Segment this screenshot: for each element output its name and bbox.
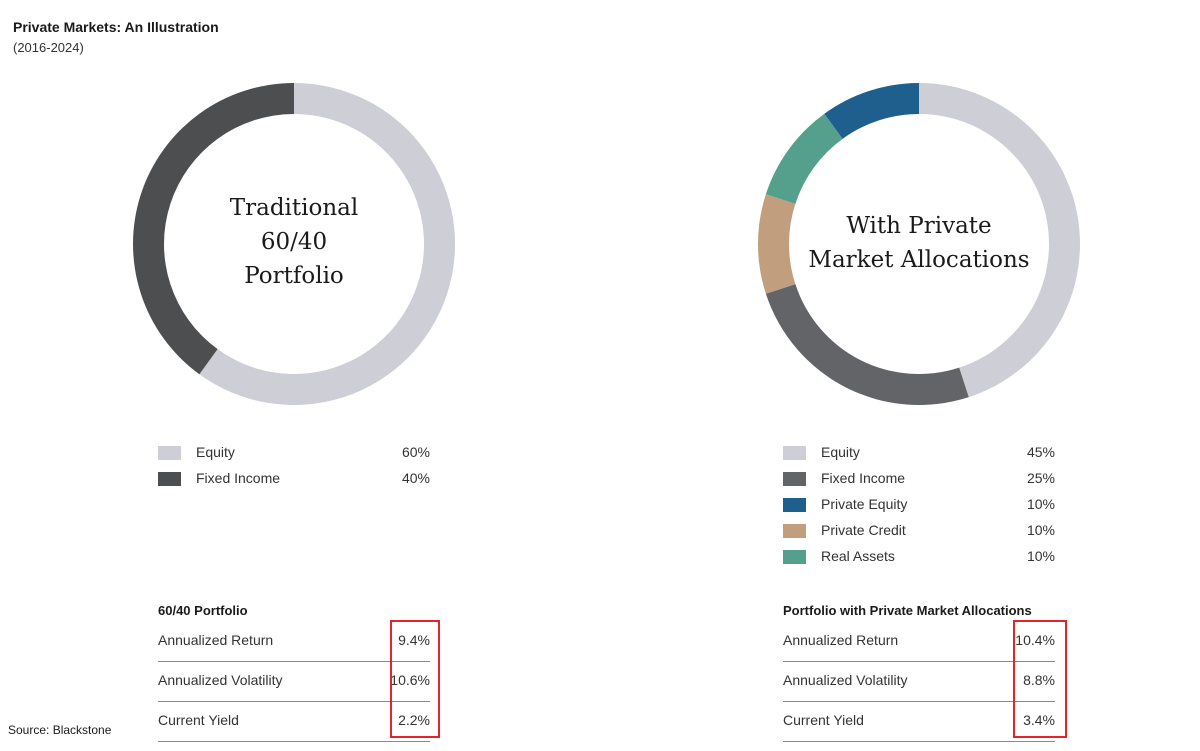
donut-slice-fixed-income xyxy=(765,284,969,405)
center-label-line: With Private xyxy=(846,213,992,239)
legend-value: 10% xyxy=(1026,522,1055,538)
stats-label: Current Yield xyxy=(783,712,864,728)
stats-label: Annualized Return xyxy=(783,632,899,648)
highlight-box xyxy=(1013,620,1067,738)
stats-value: 8.8% xyxy=(1023,672,1055,688)
legend-label: Equity xyxy=(821,444,860,460)
page-title: Private Markets: An Illustration xyxy=(13,19,219,35)
stats-table-private-markets: Portfolio with Private Market Allocation… xyxy=(783,600,1055,742)
donut-slice-equity xyxy=(199,83,455,405)
stats-value: 10.4% xyxy=(1015,632,1055,648)
stats-row: Annualized Return 10.4% xyxy=(783,622,1055,662)
legend-value: 25% xyxy=(1026,470,1055,486)
legend-value: 10% xyxy=(1026,496,1055,512)
stats-value: 2.2% xyxy=(398,712,430,728)
legend-item: Equity 45% xyxy=(783,444,1055,470)
donut-center-label-private-markets: With Private Market Allocations xyxy=(788,209,1050,277)
legend-item: Private Equity 10% xyxy=(783,496,1055,522)
legend-item: Fixed Income 25% xyxy=(783,470,1055,496)
stats-value: 9.4% xyxy=(398,632,430,648)
legend-label: Private Credit xyxy=(821,522,906,538)
stats-table-traditional: 60/40 Portfolio Annualized Return 9.4% A… xyxy=(158,600,430,742)
center-label-line: Market Allocations xyxy=(808,247,1030,273)
legend-label: Real Assets xyxy=(821,548,895,564)
legend-private-markets: Equity 45% Fixed Income 25% Private Equi… xyxy=(783,444,1055,574)
legend-value: 45% xyxy=(1026,444,1055,460)
center-label-line: 60/40 xyxy=(260,229,328,255)
donut-slice-real-assets xyxy=(765,113,843,204)
stats-label: Annualized Return xyxy=(158,632,274,648)
donut-chart-traditional xyxy=(133,83,455,405)
legend-swatch xyxy=(783,498,806,512)
legend-item: Private Credit 10% xyxy=(783,522,1055,548)
legend-item: Real Assets 10% xyxy=(783,548,1055,574)
legend-swatch xyxy=(783,472,806,486)
page-subtitle: (2016-2024) xyxy=(13,40,84,55)
legend-label: Fixed Income xyxy=(196,470,281,486)
stats-row: Annualized Return 9.4% xyxy=(158,622,430,662)
stats-row: Annualized Volatility 10.6% xyxy=(158,662,430,702)
stats-title: Portfolio with Private Market Allocation… xyxy=(783,603,1032,618)
legend-value: 10% xyxy=(1026,548,1055,564)
stats-label: Current Yield xyxy=(158,712,239,728)
legend-label: Equity xyxy=(196,444,235,460)
legend-item: Equity 60% xyxy=(158,444,430,470)
stats-label: Annualized Volatility xyxy=(783,672,908,688)
center-label-line: Traditional xyxy=(229,195,359,221)
stats-label: Annualized Volatility xyxy=(158,672,283,688)
source-note: Source: Blackstone xyxy=(8,723,112,737)
legend-label: Fixed Income xyxy=(821,470,906,486)
legend-swatch xyxy=(158,446,181,460)
stats-value: 3.4% xyxy=(1023,712,1055,728)
stats-row: Annualized Volatility 8.8% xyxy=(783,662,1055,702)
donut-slice-private-credit xyxy=(758,194,796,294)
legend-item: Fixed Income 40% xyxy=(158,470,430,496)
donut-slice-fixed-income xyxy=(133,83,294,375)
highlight-box xyxy=(390,620,440,738)
donut-slice-private-equity xyxy=(824,83,919,139)
legend-swatch xyxy=(158,472,181,486)
center-label-line: Portfolio xyxy=(244,263,344,289)
stats-value: 10.6% xyxy=(390,672,430,688)
stats-row: Current Yield 2.2% xyxy=(158,702,430,742)
stats-title: 60/40 Portfolio xyxy=(158,603,248,618)
legend-swatch xyxy=(783,446,806,460)
legend-value: 60% xyxy=(401,444,430,460)
legend-swatch xyxy=(783,524,806,538)
donut-slice-equity xyxy=(919,83,1080,398)
legend-swatch xyxy=(783,550,806,564)
legend-traditional: Equity 60% Fixed Income 40% xyxy=(158,444,430,496)
stats-row: Current Yield 3.4% xyxy=(783,702,1055,742)
donut-chart-private-markets xyxy=(758,83,1080,405)
legend-value: 40% xyxy=(401,470,430,486)
legend-label: Private Equity xyxy=(821,496,908,512)
donut-center-label-traditional: Traditional 60/40 Portfolio xyxy=(163,191,425,293)
